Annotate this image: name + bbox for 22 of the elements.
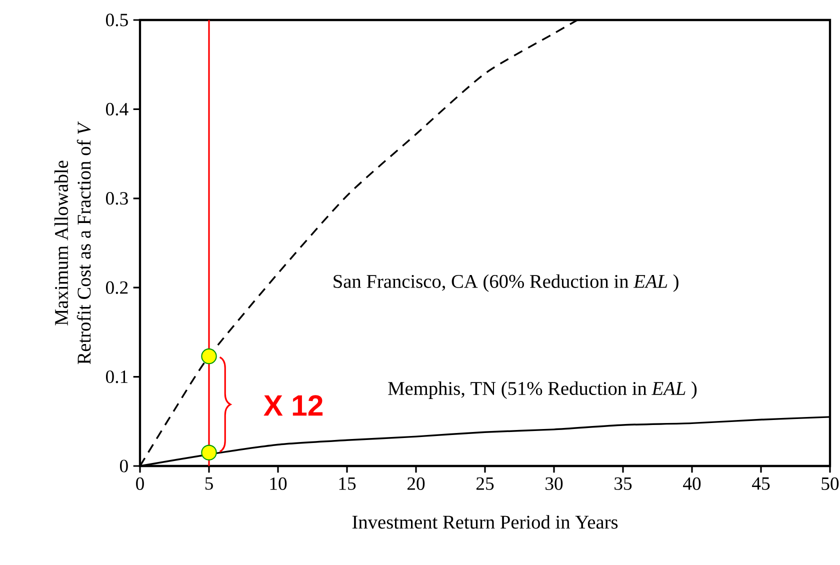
x-tick-label: 20	[407, 477, 425, 490]
x-tick-label: 50	[822, 477, 839, 490]
y-tick-label: 0.3	[106, 192, 128, 205]
y-tick-label: 0.2	[106, 281, 128, 294]
x-tick-label: 5	[205, 477, 213, 490]
x-tick-label: 35	[614, 477, 632, 490]
y-tick-label: 0	[120, 460, 128, 472]
x-tick-label: 15	[339, 477, 356, 490]
x-tick-label: 40	[683, 477, 701, 490]
y-axis-title: Maximum Allowable Retrofit Cost as a Fraction of V	[54, 121, 91, 364]
x-tick-label: 25	[476, 477, 494, 490]
y-tick-label: 0.4	[106, 102, 128, 116]
x-tick-label: 0	[136, 477, 144, 490]
x-tick-label: 45	[752, 477, 770, 490]
text: San Francisco, CA (60% Reduction in EAL )	[334, 274, 678, 292]
x-tick-label: 10	[270, 477, 287, 490]
x-axis-title: Investment Return Period in Years	[352, 515, 618, 529]
x-tick-label: 30	[546, 477, 563, 490]
y-tick-label: 0.1	[106, 370, 128, 384]
series-label: Memphis, TN (51% Reduction in EAL )	[388, 381, 697, 399]
y-tick-label: 0.5	[106, 14, 128, 26]
annotation: X 12	[264, 395, 323, 416]
